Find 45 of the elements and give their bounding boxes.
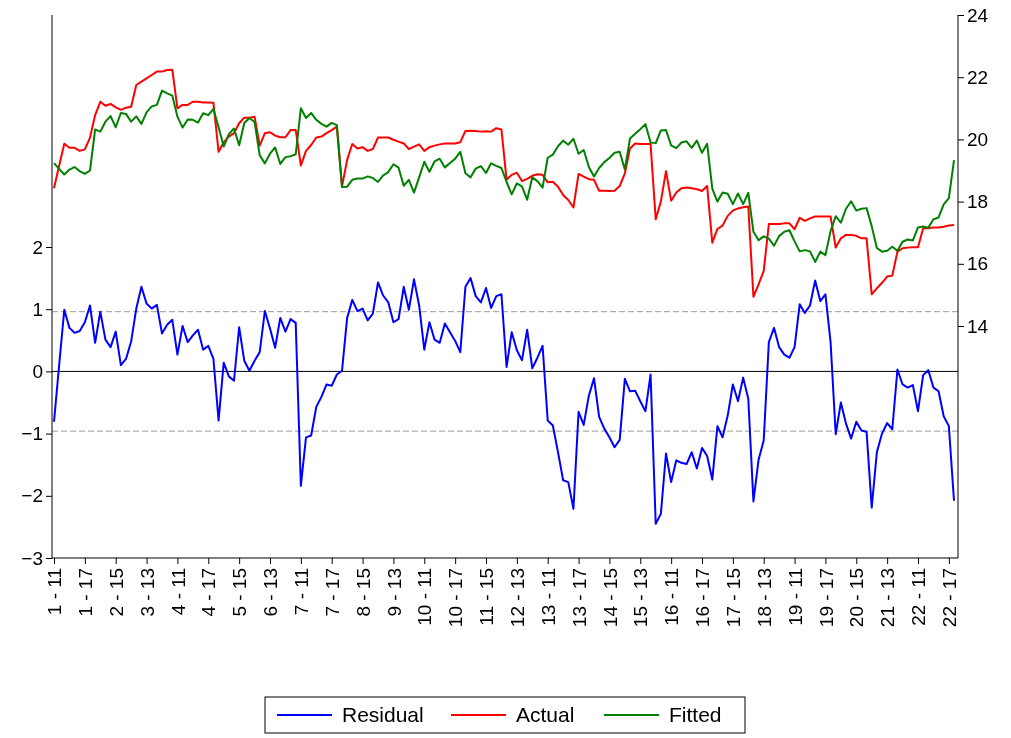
x-tick-label: 1 - 11 (44, 568, 66, 616)
x-tick-label: 19 - 11 (784, 568, 806, 626)
x-tick-label: 16 - 17 (692, 568, 714, 628)
y-tick-label: 2 (32, 236, 43, 258)
y-tick-label: −1 (21, 423, 43, 445)
x-tick-label: 10 - 17 (445, 568, 467, 628)
y2-tick-label: 22 (967, 66, 989, 88)
y-tick-label: 1 (32, 298, 43, 320)
x-tick-label: 6 - 13 (260, 568, 282, 617)
x-tick-label: 3 - 13 (136, 568, 158, 617)
x-tick-label: 2 - 15 (105, 568, 127, 617)
legend-label: Fitted (669, 703, 722, 727)
y-tick-label: 0 (32, 360, 43, 382)
x-tick-label: 10 - 11 (414, 568, 436, 626)
x-tick-label: 16 - 11 (661, 568, 683, 626)
x-tick-label: 13 - 17 (568, 568, 590, 628)
x-tick-label: 7 - 17 (321, 568, 343, 617)
x-tick-label: 14 - 15 (599, 568, 621, 628)
x-tick-label: 4 - 11 (167, 568, 189, 616)
x-tick-label: 7 - 11 (291, 568, 313, 616)
x-tick-label: 18 - 13 (753, 568, 775, 628)
x-tick-label: 8 - 15 (352, 568, 374, 617)
x-tick-label: 19 - 17 (815, 568, 837, 628)
x-tick-label: 15 - 13 (630, 568, 652, 628)
x-tick-label: 21 - 13 (877, 568, 899, 628)
legend-label: Actual (516, 703, 575, 727)
x-tick-label: 9 - 13 (383, 568, 405, 617)
x-tick-label: 17 - 15 (723, 568, 745, 628)
x-tick-label: 1 - 17 (75, 568, 97, 617)
y2-tick-label: 20 (967, 128, 989, 150)
y2-tick-label: 18 (967, 191, 989, 213)
x-tick-label: 22 - 17 (939, 568, 961, 628)
x-tick-label: 12 - 13 (507, 568, 529, 628)
legend-label: Residual (342, 703, 424, 727)
x-tick-label: 4 - 17 (198, 568, 220, 617)
y-tick-label: −3 (21, 547, 43, 569)
x-tick-label: 13 - 11 (537, 568, 559, 626)
y2-tick-label: 14 (967, 315, 989, 337)
y-tick-label: −2 (21, 485, 43, 507)
x-tick-label: 11 - 15 (476, 568, 498, 626)
y2-tick-label: 16 (967, 253, 989, 275)
x-tick-label: 20 - 15 (846, 568, 868, 628)
x-tick-label: 5 - 15 (229, 568, 251, 617)
y2-tick-label: 24 (967, 4, 989, 26)
x-tick-label: 22 - 11 (908, 568, 930, 626)
